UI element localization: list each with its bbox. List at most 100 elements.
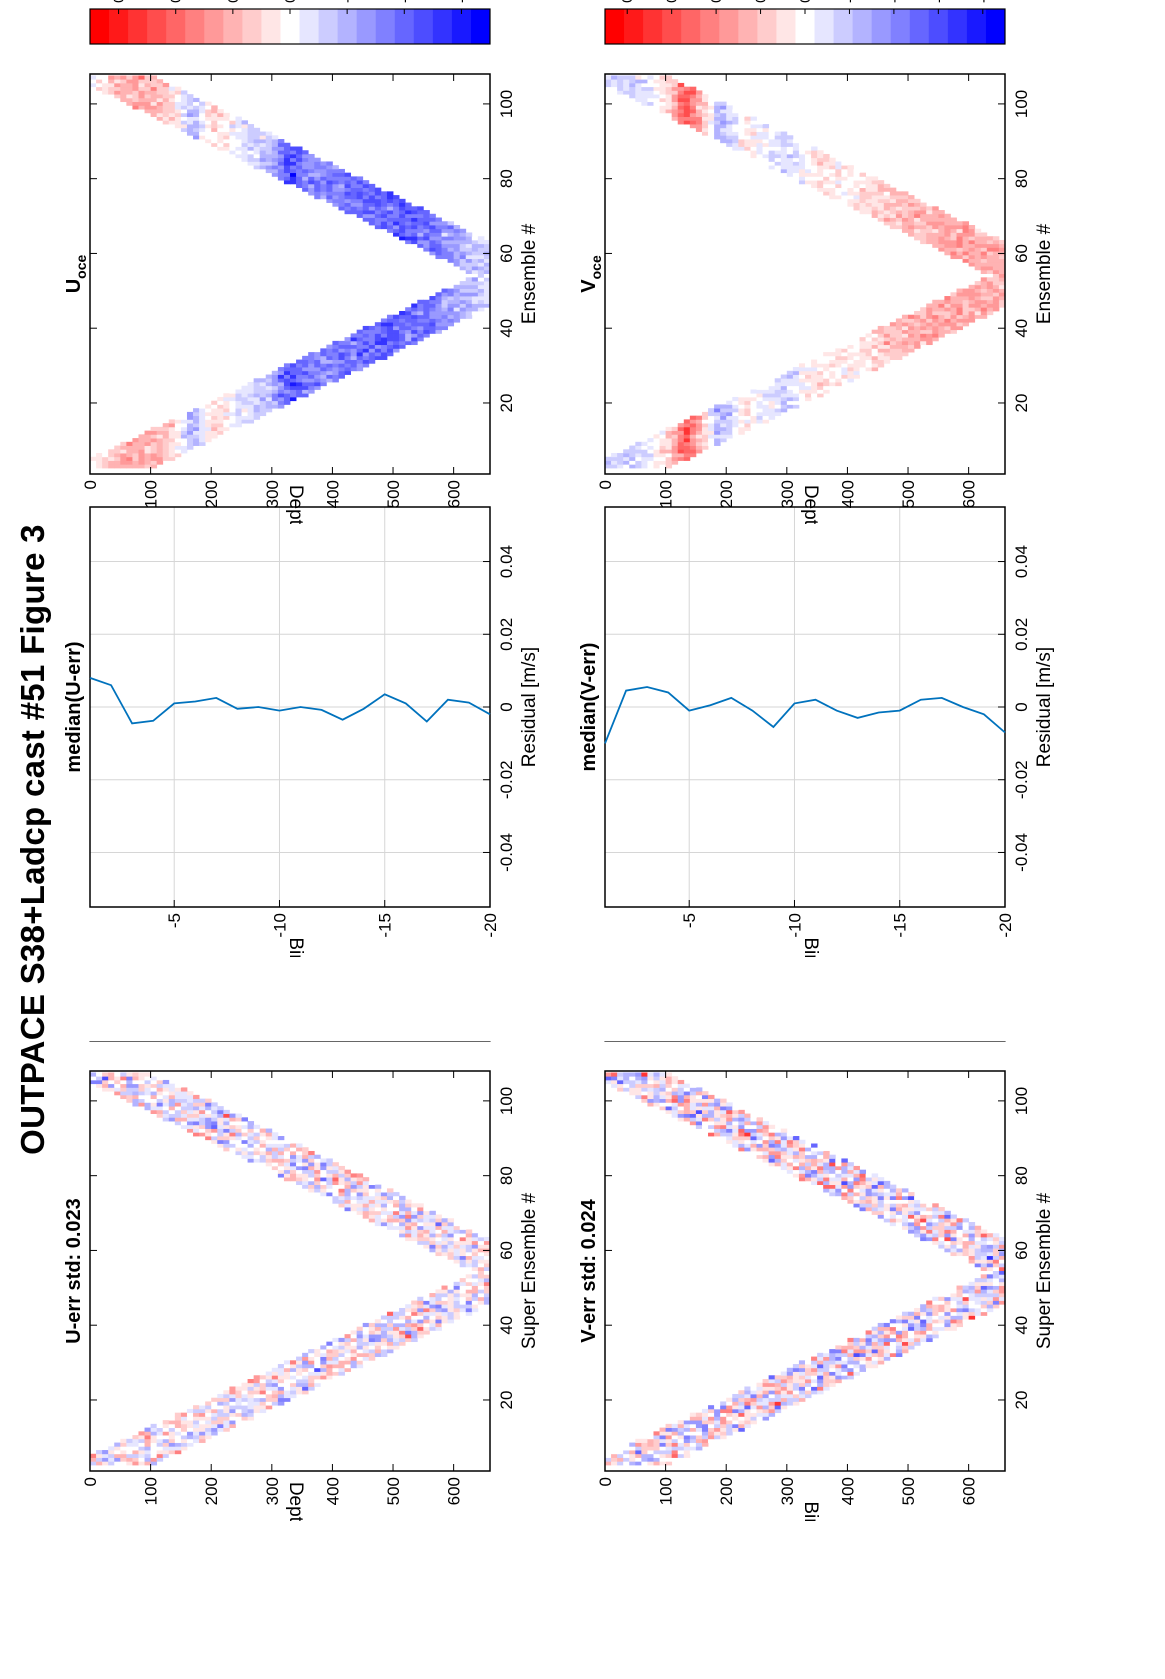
heatmap-cell <box>156 441 164 446</box>
heatmap-cell <box>174 1446 182 1451</box>
heatmap-cell <box>223 1147 230 1152</box>
heatmap-cell <box>786 1367 794 1372</box>
heatmap-cell <box>235 150 242 155</box>
heatmap-cell <box>805 1360 812 1365</box>
x-tick-label: 20 <box>1012 1391 1031 1410</box>
heatmap-cell <box>732 419 739 424</box>
heatmap-cell <box>465 1274 473 1279</box>
heatmap-cell <box>211 120 218 125</box>
heatmap-cell <box>677 449 685 454</box>
heatmap-cell <box>944 251 951 256</box>
heatmap-cell <box>223 124 230 129</box>
heatmap-cell <box>671 1431 679 1436</box>
heatmap-cell <box>205 139 212 144</box>
heatmap-cell <box>780 1132 788 1137</box>
heatmap-cell <box>992 273 1000 278</box>
heatmap-cell <box>380 1192 388 1197</box>
heatmap-cell <box>374 1222 382 1227</box>
heatmap-cell <box>423 239 430 245</box>
heatmap-cell <box>920 1311 927 1316</box>
heatmap-cell <box>465 1263 473 1268</box>
heatmap-cell <box>744 1386 751 1391</box>
heatmap-cell <box>423 299 430 304</box>
heatmap-cell <box>150 1450 158 1455</box>
heatmap-cell <box>429 1225 436 1230</box>
heatmap-cell <box>211 1121 218 1126</box>
heatmap-cell <box>738 1405 745 1410</box>
heatmap-cell <box>417 329 424 334</box>
heatmap-cell <box>447 1307 455 1313</box>
heatmap-cell <box>744 1416 751 1421</box>
heatmap-cell <box>429 221 436 226</box>
heatmap-cell <box>720 408 727 413</box>
heatmap-cell <box>744 400 751 405</box>
heatmap-cell <box>798 1397 806 1402</box>
heatmap-cell <box>641 449 648 454</box>
heatmap-cell <box>362 187 370 192</box>
heatmap-cell <box>314 1188 321 1193</box>
heatmap-cell <box>805 367 812 372</box>
heatmap-cell <box>877 333 885 338</box>
heatmap-cell <box>853 1199 860 1204</box>
heatmap-cell <box>956 310 963 316</box>
heatmap-cell <box>435 1300 442 1305</box>
heatmap-cell <box>168 1435 176 1440</box>
heatmap-cell <box>708 1128 715 1133</box>
heatmap-cell <box>756 1412 763 1417</box>
heatmap-cell <box>683 1416 691 1421</box>
heatmap-cell <box>817 1390 824 1395</box>
heatmap-cell <box>350 198 358 203</box>
heatmap-cell <box>332 370 339 375</box>
heatmap-cell <box>805 1169 812 1174</box>
heatmap-cells <box>605 75 1006 469</box>
heatmap-cell <box>641 1079 648 1085</box>
heatmap-cell <box>877 359 885 364</box>
heatmap-cell <box>302 1386 309 1391</box>
heatmap-cell <box>132 1098 139 1103</box>
heatmap-cell <box>332 352 339 357</box>
heatmap-cell <box>938 1222 945 1227</box>
heatmap-cell <box>162 86 170 91</box>
heatmap-cell <box>817 1364 824 1369</box>
heatmap-cell <box>211 434 218 439</box>
heatmap-cell <box>968 1300 976 1305</box>
heatmap-cell <box>768 1408 776 1414</box>
heatmap-cell <box>386 329 394 334</box>
heatmap-cell <box>399 1311 406 1316</box>
heatmap-cell <box>671 1438 679 1443</box>
heatmap-cell <box>320 1367 327 1372</box>
heatmap-cell <box>738 430 745 435</box>
heatmap-cell <box>417 1326 424 1331</box>
heatmap-cell <box>859 1195 867 1200</box>
heatmap-cell <box>429 1233 436 1238</box>
heatmap-cell <box>90 1076 97 1081</box>
heatmap-cell <box>471 1259 479 1264</box>
heatmap-cell <box>247 408 255 413</box>
heatmap-cell <box>362 348 370 353</box>
heatmap-cell <box>617 1453 624 1458</box>
heatmap-cell <box>938 303 945 308</box>
heatmap-cell <box>241 135 248 140</box>
heatmap-cell <box>780 1143 788 1148</box>
heatmap-cell <box>380 1341 388 1346</box>
heatmap-cell <box>150 1109 158 1114</box>
heatmap-cell <box>229 135 236 140</box>
heatmap-cell <box>974 288 982 293</box>
heatmap-cell <box>271 1393 279 1399</box>
heatmap-cell <box>308 374 315 379</box>
heatmap-cell <box>247 1150 255 1156</box>
heatmap-cell <box>453 1293 461 1298</box>
heatmap-cell <box>374 1319 382 1324</box>
heatmap-cell <box>241 157 248 162</box>
heatmap-cell <box>429 251 436 256</box>
heatmap-cell <box>338 363 345 368</box>
heatmap-cell <box>277 1386 285 1391</box>
heatmap-cell <box>992 1293 1000 1298</box>
heatmap-cell <box>259 135 267 140</box>
heatmap-cell <box>605 456 612 461</box>
heatmap-cell <box>901 1341 909 1346</box>
heatmap-cell <box>986 262 994 267</box>
colorbar-tick-label: 0.1 <box>225 0 242 3</box>
y-tick-label: 400 <box>838 1477 857 1505</box>
heatmap-cell <box>423 1218 430 1223</box>
